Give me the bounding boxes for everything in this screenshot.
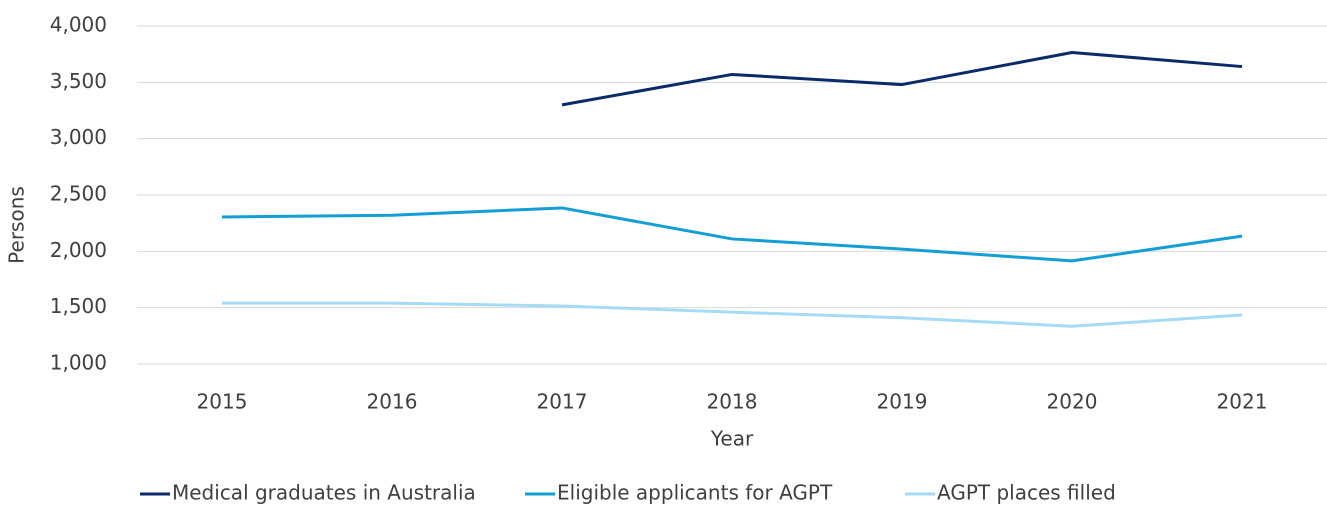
y-tick-label: 1,500 [50, 294, 107, 318]
y-tick-label: 2,000 [50, 238, 107, 262]
x-tick-label: 2015 [197, 390, 248, 414]
y-tick-label: 4,000 [50, 13, 107, 37]
x-tick-label: 2021 [1217, 390, 1268, 414]
series-line [221, 206, 1243, 263]
x-tick-label: 2018 [707, 390, 758, 414]
legend-label: AGPT places filled [937, 481, 1116, 505]
x-tick-label: 2020 [1047, 390, 1098, 414]
series-line [222, 301, 1243, 328]
legend-label: Eligible applicants for AGPT [557, 481, 833, 505]
x-tick-label: 2016 [367, 390, 418, 414]
x-tick-label: 2017 [537, 390, 588, 414]
y-tick-label: 3,500 [50, 69, 107, 93]
y-tick-label: 1,000 [50, 351, 107, 375]
y-tick-label: 3,000 [50, 125, 107, 149]
x-axis-label: Year [710, 427, 754, 451]
x-tick-label: 2019 [877, 390, 928, 414]
series-line [561, 50, 1243, 107]
legend-label: Medical graduates in Australia [172, 481, 476, 505]
y-tick-label: 2,500 [50, 182, 107, 206]
y-axis-label: Persons [5, 186, 29, 264]
